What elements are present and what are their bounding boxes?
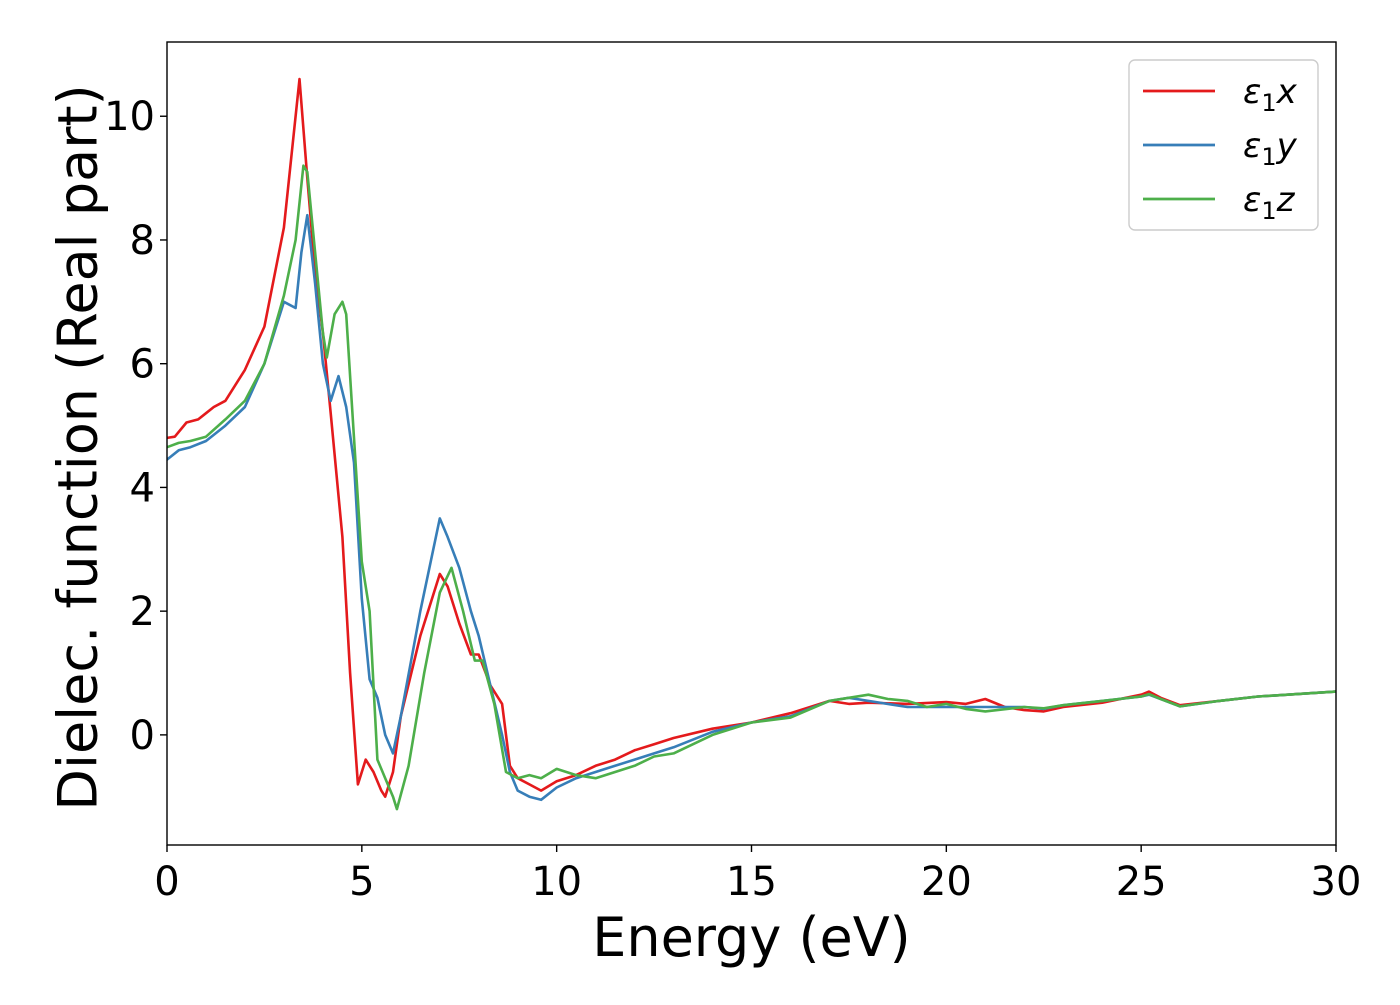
y-axis-ticks: 0 2 4 6 8 10	[104, 94, 167, 759]
series-layer	[167, 77, 1336, 811]
legend-label-y: ε1y	[1243, 126, 1298, 171]
legend-label-subscript: 1	[1261, 89, 1276, 117]
legend-label-subscript: 1	[1261, 197, 1276, 225]
x-tick-label: 15	[726, 859, 777, 905]
y-tick-label: 8	[130, 218, 155, 264]
y-tick-label: 2	[130, 589, 155, 635]
x-tick-label: 10	[531, 859, 582, 905]
y-axis-title: Dielec. function (Real part)	[47, 84, 110, 810]
y-tick-label: 10	[104, 94, 155, 140]
legend-label-suffix: x	[1276, 72, 1298, 112]
legend-label-subscript: 1	[1261, 143, 1276, 171]
legend-label-z: ε1z	[1243, 180, 1296, 225]
legend-label-x: ε1x	[1243, 72, 1298, 117]
x-tick-label: 0	[154, 859, 179, 905]
x-tick-label: 25	[1116, 859, 1167, 905]
legend-label-base: ε	[1243, 126, 1261, 166]
legend-label-suffix: y	[1276, 126, 1298, 166]
x-tick-label: 20	[921, 859, 972, 905]
series-line-z	[167, 164, 1336, 811]
x-tick-label: 5	[349, 859, 374, 905]
x-tick-label: 30	[1311, 859, 1362, 905]
legend-box	[1128, 59, 1319, 231]
legend-label-suffix: z	[1276, 180, 1296, 220]
x-axis-ticks: 0 5 10 15 20 25 30	[154, 845, 1361, 905]
y-tick-label: 6	[130, 342, 155, 388]
legend-label-base: ε	[1243, 72, 1261, 112]
y-tick-label: 0	[130, 713, 155, 759]
y-tick-label: 4	[130, 465, 155, 511]
legend-label-base: ε	[1243, 180, 1261, 220]
x-axis-title: Energy (eV)	[592, 906, 911, 969]
